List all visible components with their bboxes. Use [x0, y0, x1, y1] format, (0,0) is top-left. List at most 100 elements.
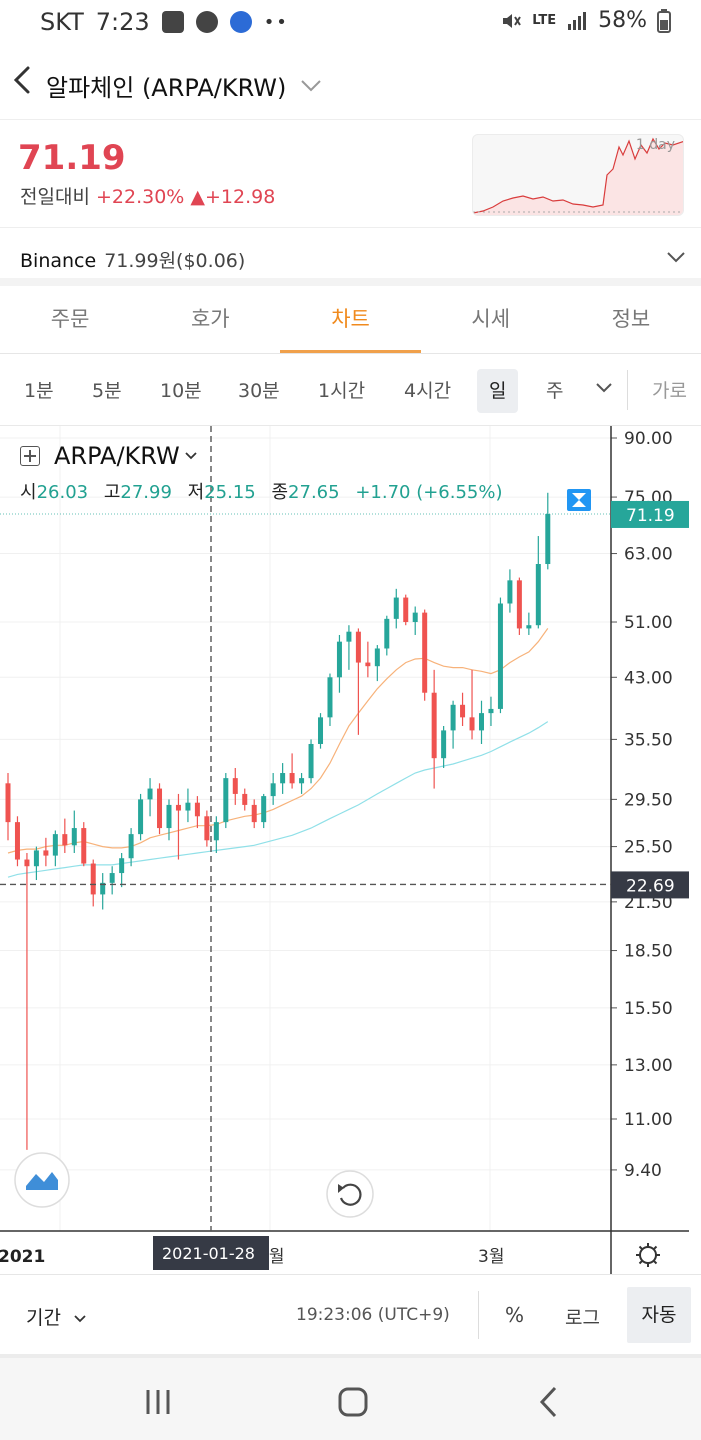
candle-body [185, 802, 191, 811]
recent-apps-icon[interactable] [138, 1382, 178, 1422]
reset-icon [339, 1183, 362, 1206]
y-tick-label: 29.50 [624, 790, 673, 810]
candle-body [204, 816, 210, 841]
chart-settings-gear-icon[interactable] [636, 1243, 660, 1267]
battery-percent: 58% [598, 8, 647, 33]
interval-5m[interactable]: 5분 [92, 380, 122, 402]
x-tick-label: 2021 [0, 1247, 45, 1267]
chevron-down-icon [301, 79, 322, 91]
candle-body [14, 822, 20, 860]
exchange-price: 71.99원($0.06) [104, 250, 246, 272]
candle-body [24, 859, 30, 867]
open-label: 시 [20, 482, 37, 503]
price-chart[interactable]: 90.00 75.00 63.00 51.00 43.00 35.50 29.50 25.50… [0, 426, 701, 1274]
tab-order[interactable]: 주문 [50, 307, 90, 331]
back-arrow-icon[interactable] [8, 62, 36, 98]
candle-body [318, 717, 324, 744]
chevron-down-icon [185, 452, 197, 460]
candle-body [128, 834, 134, 859]
y-tick-label: 51.00 [624, 613, 673, 633]
candle-body [535, 564, 541, 626]
mini-price-chart[interactable]: 1 day [472, 134, 684, 216]
candle-body [507, 580, 513, 604]
chart-symbol[interactable]: ARPA/KRW [54, 442, 180, 470]
change-value: +1.70 (+6.55%) [355, 482, 503, 503]
more-notifications-icon: •• [263, 11, 289, 33]
candle-body [308, 743, 314, 779]
candle-body [52, 834, 58, 856]
candle-body [147, 788, 153, 800]
coin-selector[interactable]: 알파체인 (ARPA/KRW) [46, 68, 322, 103]
candle-body [242, 793, 248, 805]
change-label: 전일대비 [20, 186, 90, 208]
moving-average-slow [7, 721, 549, 878]
crosshair-price-tag [611, 871, 689, 899]
tab-info[interactable]: 정보 [611, 307, 651, 331]
interval-4h[interactable]: 4시간 [404, 380, 452, 402]
percent-scale-button[interactable]: % [505, 1303, 525, 1327]
auto-scale-button[interactable]: 자동 [627, 1287, 691, 1343]
home-icon[interactable] [333, 1382, 373, 1422]
interval-toolbar: 1분 5분 10분 30분 1시간 4시간 일 주 가로 [0, 356, 701, 426]
interval-more-chevron-icon[interactable] [594, 381, 614, 395]
candle-body [450, 704, 456, 731]
interval-30m[interactable]: 30분 [238, 380, 280, 402]
system-nav-bar [0, 1354, 701, 1440]
y-tick-label: 13.00 [624, 1056, 673, 1076]
chart-legend: ARPA/KRW 시26.03 고27.99 저25.15 종27.65 +1.… [20, 442, 513, 504]
candle-body [336, 641, 342, 678]
x-tick-label: 3월 [478, 1247, 504, 1267]
crosshair-date-label: 2021-01-28 [162, 1244, 255, 1263]
interval-1h[interactable]: 1시간 [318, 380, 366, 402]
crosshair-date-tag [153, 1236, 269, 1270]
chart-bottom-bar: 기간 19:23:06 (UTC+9) % 로그 자동 [0, 1274, 701, 1354]
interval-10m[interactable]: 10분 [160, 380, 202, 402]
app-notification-icon [229, 11, 252, 33]
main-tabs: 주문 호가 차트 시세 정보 [0, 286, 701, 354]
low-label: 저 [187, 482, 205, 503]
clock: 7:23 [95, 8, 150, 36]
candle-body [479, 713, 484, 731]
close-label: 종 [271, 482, 289, 503]
candle-body [270, 783, 276, 797]
carrier-label: SKT [40, 8, 84, 36]
tab-chart[interactable]: 차트 [280, 286, 421, 353]
chart-canvas[interactable]: 90.0075.0063.0051.0043.0035.5029.5025.50… [0, 426, 701, 1274]
mini-chart-line [473, 137, 683, 215]
current-price: 71.19 [18, 138, 126, 178]
candle-body [469, 717, 475, 731]
app-header: 알파체인 (ARPA/KRW) [0, 44, 701, 120]
interval-day[interactable]: 일 [477, 369, 519, 413]
open-value: 26.03 [36, 482, 89, 503]
change-amount: ▲+12.98 [190, 186, 276, 208]
network-label: LTE [532, 12, 557, 28]
y-tick-label: 15.50 [624, 999, 673, 1019]
y-tick-label: 43.00 [624, 668, 673, 688]
candle-body [374, 648, 380, 667]
candle-body [431, 692, 437, 759]
candle-body [33, 850, 39, 867]
candle-body [393, 597, 399, 619]
interval-week[interactable]: 주 [546, 380, 564, 402]
candle-body [460, 704, 466, 718]
candle-body [43, 850, 49, 856]
tab-orderbook[interactable]: 호가 [190, 307, 230, 331]
exchange-selector[interactable]: Binance 71.99원($0.06) [0, 228, 701, 286]
candle-body [384, 618, 390, 649]
candle-body [422, 612, 428, 693]
add-indicator-icon[interactable] [20, 446, 40, 466]
back-nav-icon[interactable] [530, 1382, 570, 1422]
tab-market-price[interactable]: 시세 [471, 307, 511, 331]
reset-chart-button [326, 1170, 374, 1218]
log-scale-button[interactable]: 로그 [565, 1307, 600, 1329]
interval-1m[interactable]: 1분 [24, 380, 54, 402]
candle-body [175, 804, 181, 811]
candle-body [251, 804, 257, 823]
y-tick-label: 63.00 [624, 545, 673, 565]
price-summary: 71.19 전일대비 +22.30% ▲+12.98 1 day [0, 120, 701, 228]
period-dropdown[interactable]: 기간 [26, 1303, 87, 1330]
landscape-toggle[interactable]: 가로 [652, 380, 687, 402]
high-value: 27.99 [120, 482, 172, 503]
candle-body [213, 822, 219, 841]
chevron-down-icon [667, 252, 685, 263]
